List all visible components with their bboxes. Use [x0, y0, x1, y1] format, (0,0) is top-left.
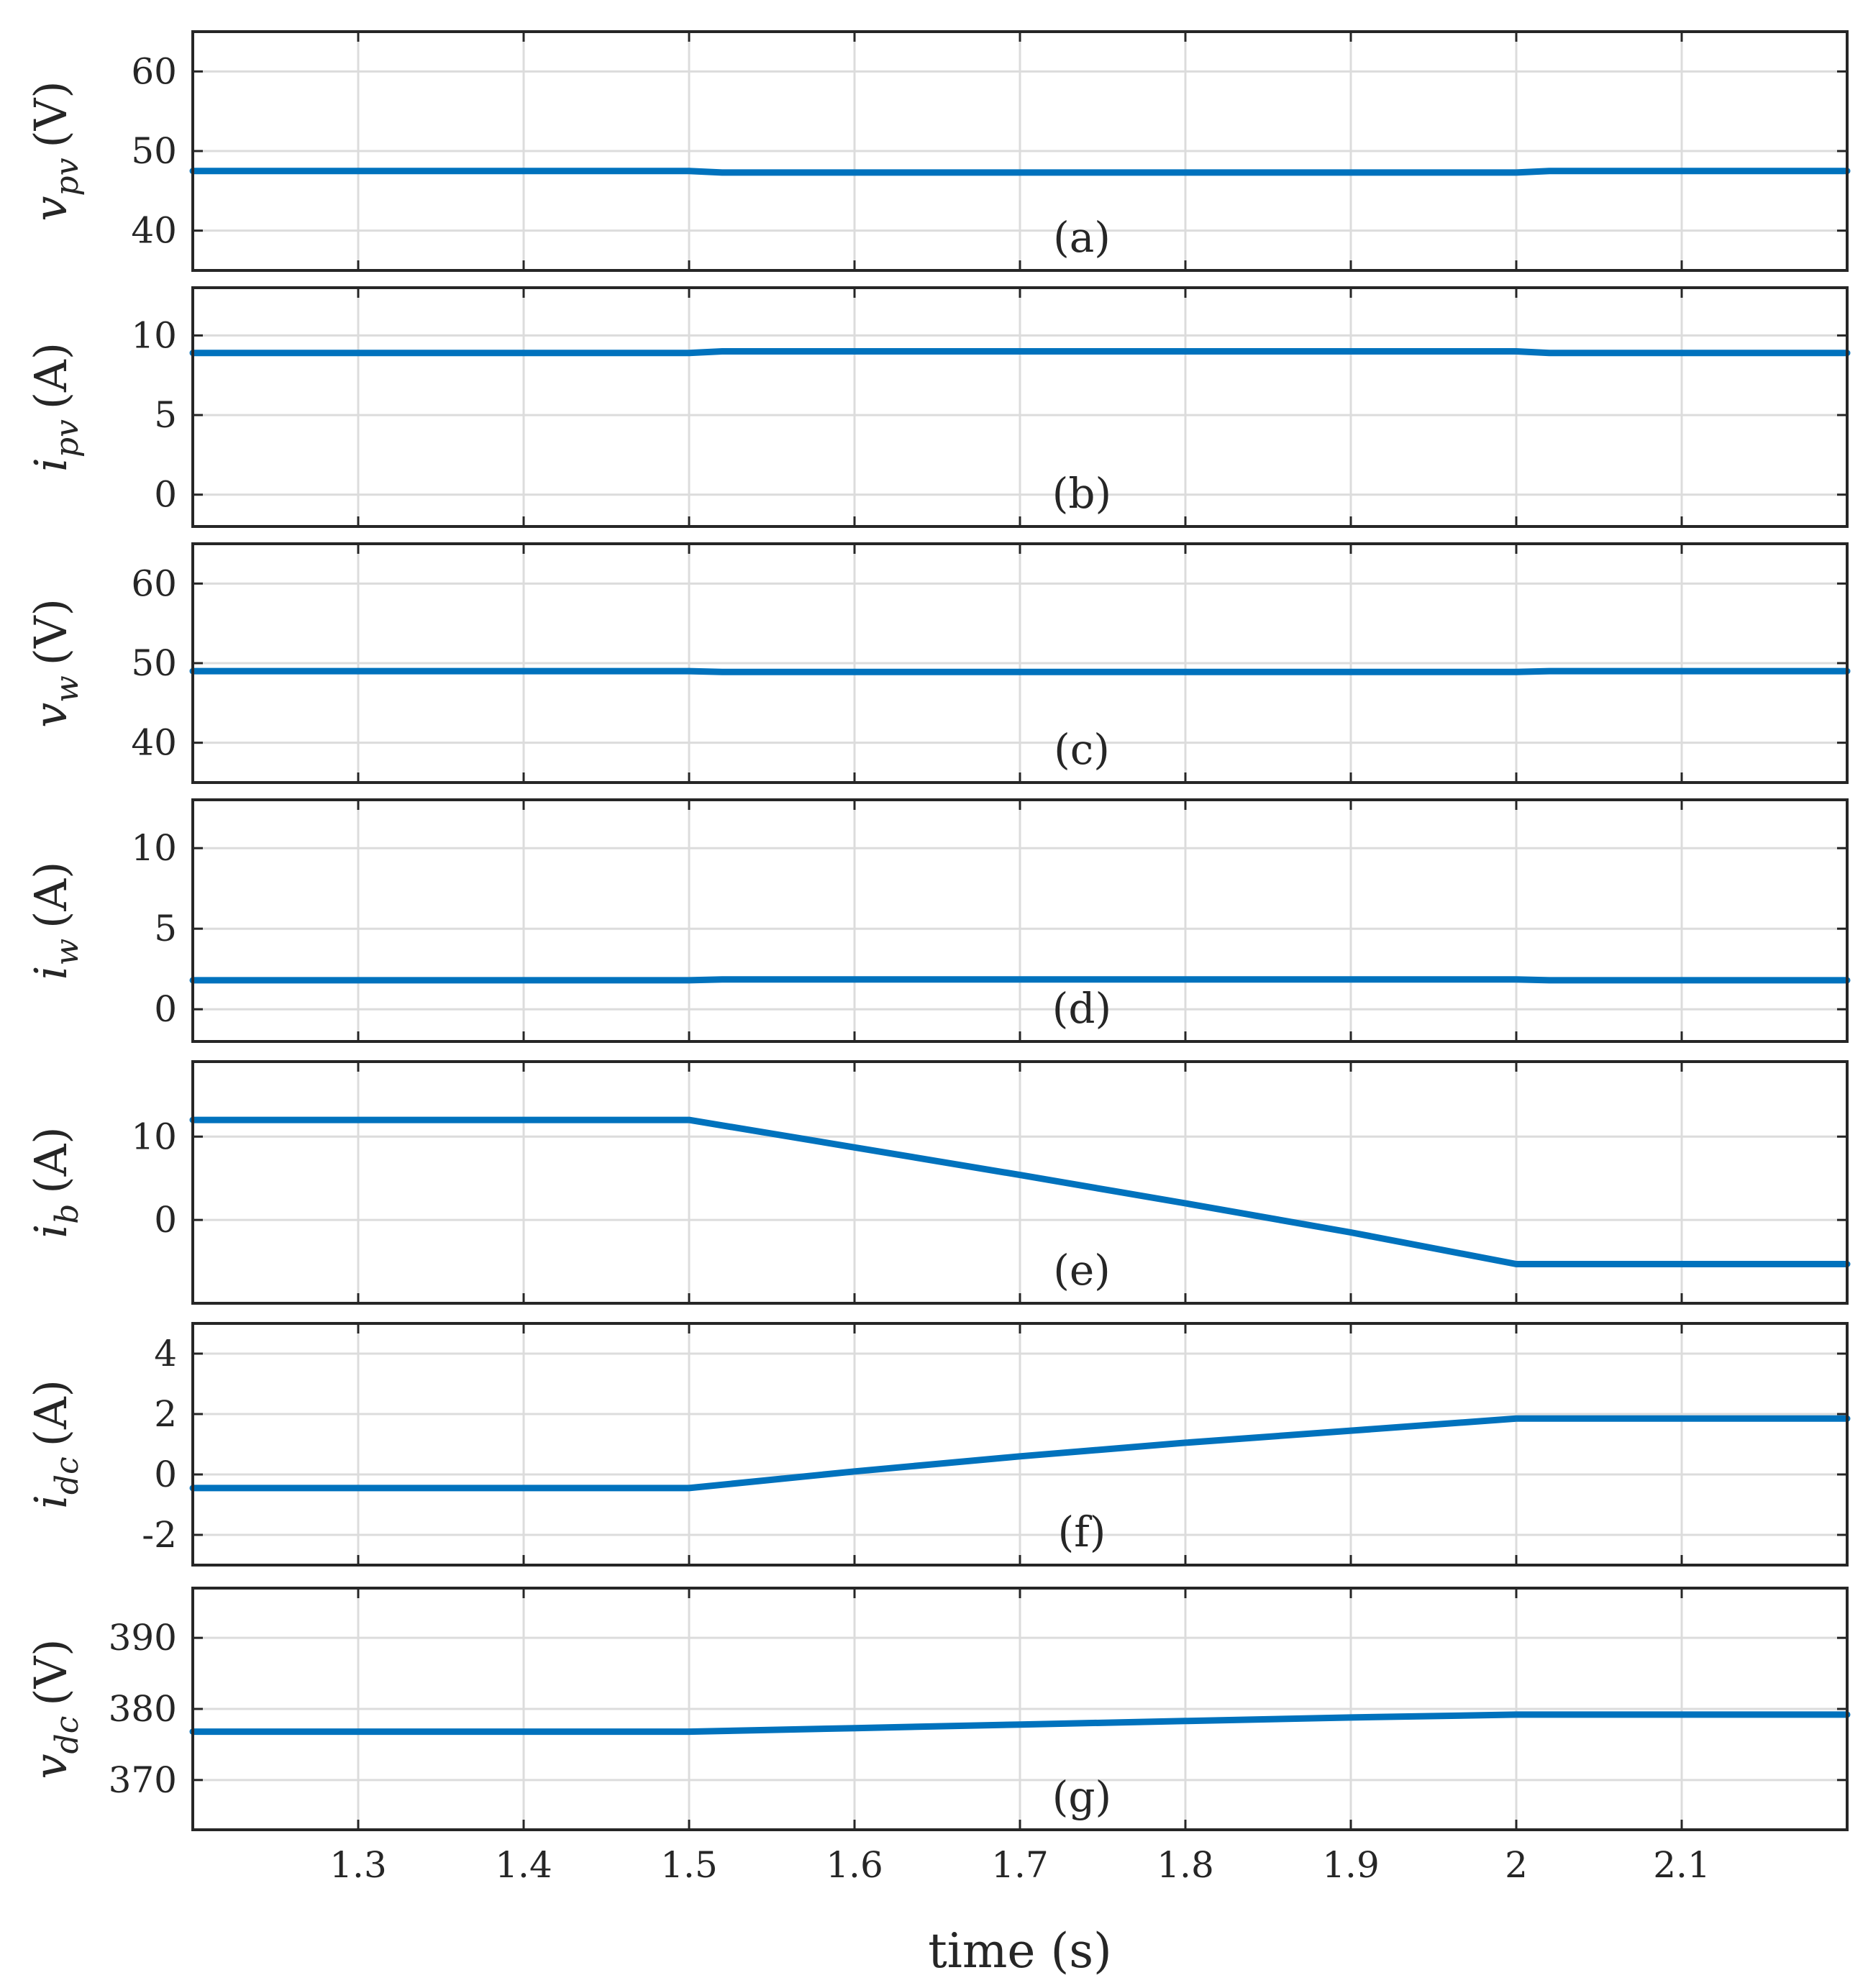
series-line: [189, 1415, 1851, 1492]
panel-tag: (a): [1053, 213, 1111, 262]
x-tick-label: 1.9: [1322, 1844, 1380, 1886]
panel-f: -2 0 2 4 (f) idc (A): [24, 1322, 1851, 1567]
y-tick-label: 50: [131, 642, 177, 684]
y-axis-label-subscript: w: [49, 675, 86, 703]
y-axis-label-unit: (V): [24, 81, 77, 147]
panel-tag: (d): [1052, 984, 1111, 1033]
y-axis-label: iw (A): [24, 862, 86, 980]
x-axis-label: time (s): [928, 1923, 1112, 1979]
y-axis-label-unit: (V): [24, 1639, 77, 1706]
y-tick-label: 0: [154, 1199, 177, 1241]
y-axis-label-unit: (A): [24, 342, 77, 409]
y-axis-label-unit: (V): [24, 598, 77, 665]
panel-tag: (f): [1058, 1508, 1106, 1556]
y-tick-label: 40: [131, 722, 177, 764]
y-tick-label: 5: [154, 394, 177, 436]
y-axis-label: idc (A): [24, 1380, 86, 1509]
y-axis-label-symbol: v: [24, 196, 77, 222]
y-axis-label: vdc (V): [24, 1639, 86, 1779]
y-axis-label-unit: (A): [24, 1126, 77, 1193]
series-line: [189, 1711, 1851, 1736]
y-axis-label-subscript: dc: [49, 1716, 86, 1754]
y-axis-label-unit: (A): [24, 862, 77, 929]
y-tick-label: 390: [109, 1617, 177, 1659]
panel-c: 40 50 60 (c) vw (V): [24, 542, 1851, 784]
panel-tag: (c): [1054, 725, 1110, 774]
panel-b: 0 5 10 (b) ipv (A): [24, 286, 1851, 528]
y-tick-label: 60: [131, 562, 177, 604]
y-axis-label-symbol: i: [24, 457, 77, 472]
y-tick-label: 10: [131, 827, 177, 869]
y-tick-label: 4: [154, 1333, 177, 1374]
series-line: [189, 1116, 1851, 1267]
y-axis-label-subscript: dc: [49, 1456, 86, 1495]
y-tick-label: 50: [131, 130, 177, 172]
y-tick-label: -2: [142, 1514, 177, 1556]
y-axis-label-symbol: i: [24, 965, 77, 980]
y-axis-label-subscript: w: [49, 939, 86, 966]
y-tick-label: 60: [131, 50, 177, 92]
y-tick-label: 2: [154, 1393, 177, 1435]
y-tick-label: 0: [154, 474, 177, 516]
panel-g: 370 380 390 (g) vdc (V): [24, 1587, 1851, 1831]
x-tick-label: 1.7: [991, 1844, 1049, 1886]
series-line: [189, 168, 1851, 176]
y-axis-label-subscript: pv: [49, 158, 86, 196]
panel-tag: (e): [1053, 1246, 1111, 1295]
y-axis-label-symbol: i: [24, 1224, 77, 1239]
y-axis-label-subscript: pv: [49, 419, 86, 457]
series-line: [189, 348, 1851, 357]
y-axis-label-symbol: v: [24, 1754, 77, 1779]
y-tick-label: 10: [131, 1116, 177, 1157]
y-tick-label: 370: [109, 1759, 177, 1801]
series-line: [189, 667, 1851, 675]
panel-e: 0 10 (e) ib (A): [24, 1060, 1851, 1305]
y-axis-label-symbol: i: [24, 1495, 77, 1509]
x-tick-label: 1.3: [329, 1844, 387, 1886]
panel-d: 0 5 10 (d) iw (A): [24, 798, 1851, 1043]
y-axis-label: ipv (A): [24, 342, 86, 472]
y-axis-label-symbol: v: [24, 703, 77, 728]
panel-tag: (b): [1052, 469, 1111, 518]
y-axis-label-subscript: b: [49, 1204, 86, 1224]
x-tick-label: 1.6: [826, 1844, 883, 1886]
y-axis-label: vw (V): [24, 598, 86, 728]
y-tick-label: 40: [131, 210, 177, 252]
panel-a: 40 50 60 (a) vpv (V): [24, 30, 1851, 272]
y-axis-label: ib (A): [24, 1126, 86, 1238]
x-tick-label: 2: [1505, 1844, 1528, 1886]
x-tick-label: 1.8: [1157, 1844, 1214, 1886]
y-tick-label: 380: [109, 1688, 177, 1730]
y-tick-label: 10: [131, 314, 177, 356]
y-tick-label: 0: [154, 1454, 177, 1495]
x-tick-label: 2.1: [1653, 1844, 1710, 1886]
panel-tag: (g): [1052, 1772, 1111, 1821]
y-tick-label: 5: [154, 908, 177, 949]
y-axis-label-unit: (A): [24, 1380, 77, 1446]
y-tick-label: 0: [154, 988, 177, 1030]
x-tick-label: 1.4: [495, 1844, 552, 1886]
x-tick-label: 1.5: [660, 1844, 718, 1886]
y-axis-label: vpv (V): [24, 81, 86, 221]
